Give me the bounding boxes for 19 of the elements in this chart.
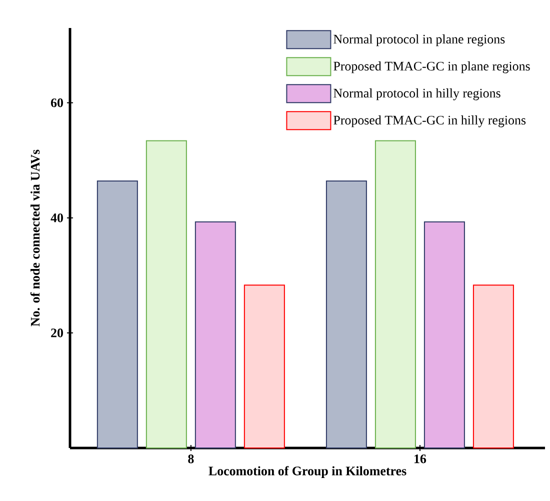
bar [244, 284, 285, 448]
bar [374, 140, 416, 448]
legend-label: Proposed TMAC-GC in plane regions [334, 61, 530, 74]
legend-label: Normal protocol in plane regions [334, 34, 505, 46]
bar [326, 180, 367, 448]
bar [146, 140, 187, 448]
bar [194, 221, 236, 448]
x-tick-label: 8 [188, 454, 194, 464]
y-axis-title: No. of node connected via UAVs [30, 150, 40, 326]
y-tick-label: 20 [51, 328, 63, 338]
x-axis-title: Locomotion of Group in Kilometres [208, 466, 406, 478]
y-tick-label: 60 [50, 98, 63, 108]
x-tick-label: 16 [414, 454, 426, 464]
y-tick-label: 40 [50, 213, 63, 222]
bar [424, 221, 465, 448]
bar [472, 284, 514, 448]
legend-label: Proposed TMAC-GC in hilly regions [334, 115, 526, 128]
legend-label: Normal protocol in hilly regions [334, 88, 500, 100]
bar [96, 180, 138, 448]
